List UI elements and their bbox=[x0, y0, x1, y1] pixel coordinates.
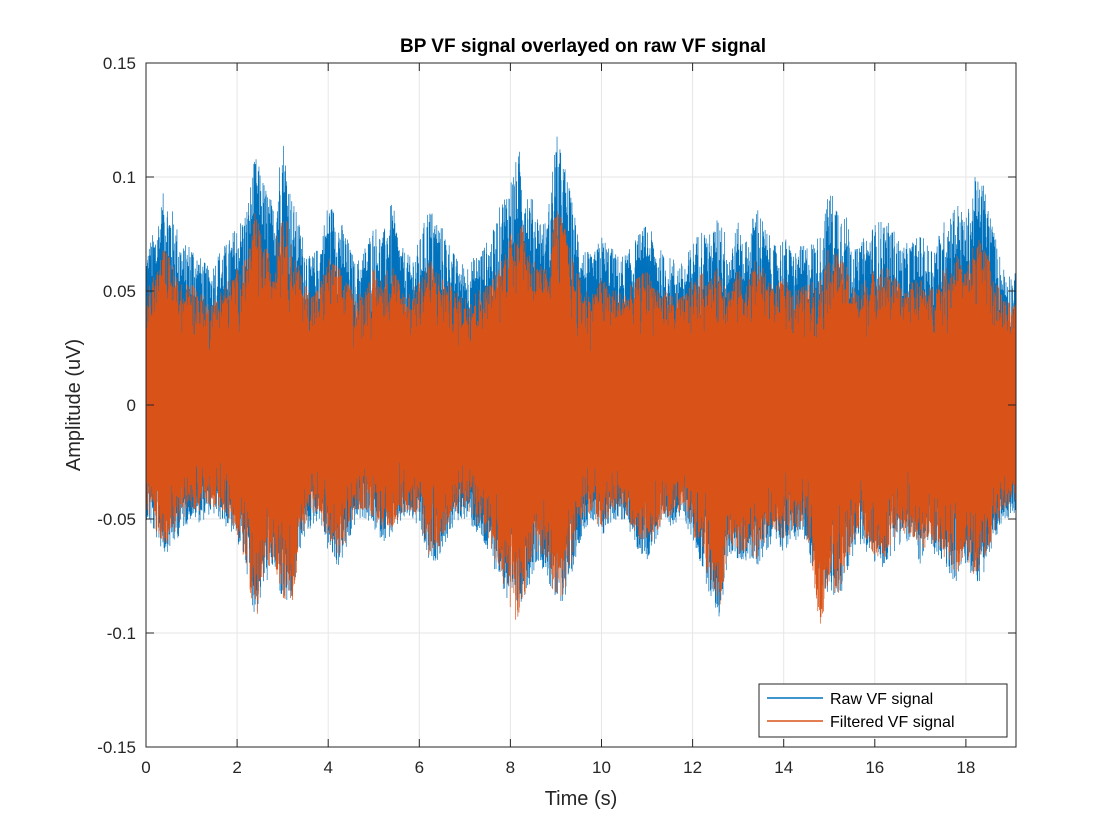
legend: Raw VF signal Filtered VF signal bbox=[758, 683, 1008, 738]
x-tick-label: 8 bbox=[506, 758, 515, 777]
chart-title: BP VF signal overlayed on raw VF signal bbox=[400, 36, 766, 57]
y-tick-label: 0.05 bbox=[103, 282, 136, 301]
legend-box bbox=[758, 683, 1008, 738]
series-layer bbox=[146, 136, 1016, 624]
x-tick-label: 2 bbox=[232, 758, 241, 777]
y-tick-label: 0 bbox=[127, 396, 136, 415]
x-axis-label: Time (s) bbox=[545, 788, 618, 810]
y-tick-label: -0.05 bbox=[97, 510, 136, 529]
y-tick-label: -0.1 bbox=[107, 624, 136, 643]
x-tick-label: 4 bbox=[323, 758, 332, 777]
y-tick-label: 0.1 bbox=[112, 168, 136, 187]
y-tick-label: -0.15 bbox=[97, 738, 136, 757]
y-tick-label: 0.15 bbox=[103, 54, 136, 73]
series-line-filtered bbox=[146, 211, 1016, 624]
x-tick-label: 14 bbox=[774, 758, 793, 777]
tick-labels: 0 2 4 6 8 10 12 14 16 18 -0.15 -0.1 -0.05 0 0.05 0.1 0.1… bbox=[97, 54, 975, 777]
x-tick-label: 10 bbox=[592, 758, 611, 777]
x-tick-label: 0 bbox=[141, 758, 150, 777]
x-tick-label: 6 bbox=[415, 758, 424, 777]
y-axis-label: Amplitude (uV) bbox=[63, 339, 85, 471]
legend-label-filtered: Filtered VF signal bbox=[830, 714, 955, 731]
x-tick-label: 16 bbox=[865, 758, 884, 777]
x-tick-label: 12 bbox=[683, 758, 702, 777]
series-filtered bbox=[146, 211, 1016, 624]
axis-ticks bbox=[145, 62, 1016, 748]
legend-label-raw: Raw VF signal bbox=[830, 691, 933, 708]
x-tick-label: 18 bbox=[956, 758, 975, 777]
